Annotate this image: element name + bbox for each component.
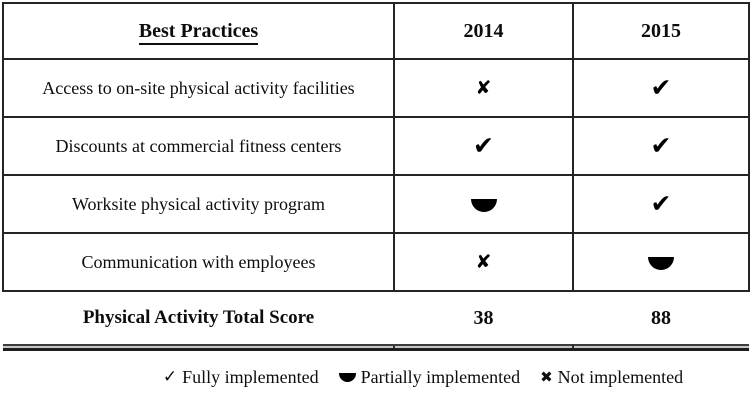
rule-segment (3, 344, 394, 351)
rule-segment (393, 344, 574, 351)
status-cell-2015 (572, 232, 750, 292)
check-icon: ✔ (473, 131, 494, 160)
x-mark-icon: ✘ (475, 76, 492, 99)
header-2015: 2015 (572, 2, 750, 60)
header-row: Best Practices 2014 2015 (2, 2, 750, 60)
header-best-practices: Best Practices (2, 2, 395, 60)
total-score-2014: 38 (473, 306, 494, 329)
bottom-double-rule (3, 344, 749, 351)
half-circle-icon (648, 256, 674, 270)
legend-item-partially-implemented: Partially implemented (338, 367, 521, 388)
legend-label: Not implemented (557, 367, 684, 387)
check-icon: ✔ (650, 73, 672, 102)
status-cell-2014: ✔ (393, 116, 574, 176)
total-score-row: Physical Activity Total Score 38 88 (3, 291, 749, 345)
legend: ✓ Fully implemented Partially implemente… (0, 367, 750, 388)
table-row: Communication with employees ✘ (2, 232, 750, 292)
check-icon: ✔ (650, 189, 672, 218)
legend-label: Fully implemented (182, 367, 319, 387)
total-score-label: Physical Activity Total Score (82, 307, 315, 328)
header-2014: 2014 (393, 2, 574, 60)
half-circle-icon (338, 373, 356, 382)
legend-item-fully-implemented: ✓ Fully implemented (163, 367, 319, 388)
x-mark-icon: ✘ (475, 250, 492, 273)
legend-item-not-implemented: ✖ Not implemented (540, 367, 683, 388)
half-circle-icon (470, 198, 497, 212)
row-label: Communication with employees (2, 232, 395, 292)
legend-label: Partially implemented (360, 367, 521, 387)
best-practices-table: Best Practices 2014 2015 Access to on-si… (2, 2, 750, 351)
status-cell-2014: ✘ (393, 232, 574, 292)
status-cell-2014: ✘ (393, 58, 574, 118)
status-cell-2015: ✔ (572, 116, 750, 176)
status-cell-2014 (393, 174, 574, 234)
check-icon: ✔ (650, 131, 672, 160)
rule-segment (573, 344, 749, 351)
table-row: Worksite physical activity program ✔ (2, 174, 750, 234)
x-mark-icon: ✖ (540, 368, 553, 386)
table-row: Discounts at commercial fitness centers … (2, 116, 750, 176)
row-label: Access to on-site physical activity faci… (2, 58, 395, 118)
total-score-2015: 88 (651, 306, 671, 329)
check-icon: ✓ (162, 367, 178, 387)
row-label: Discounts at commercial fitness centers (2, 116, 395, 176)
header-best-practices-label: Best Practices (138, 19, 259, 45)
table-row: Access to on-site physical activity faci… (2, 58, 750, 118)
status-cell-2015: ✔ (572, 174, 750, 234)
status-cell-2015: ✔ (572, 58, 750, 118)
row-label: Worksite physical activity program (2, 174, 395, 234)
